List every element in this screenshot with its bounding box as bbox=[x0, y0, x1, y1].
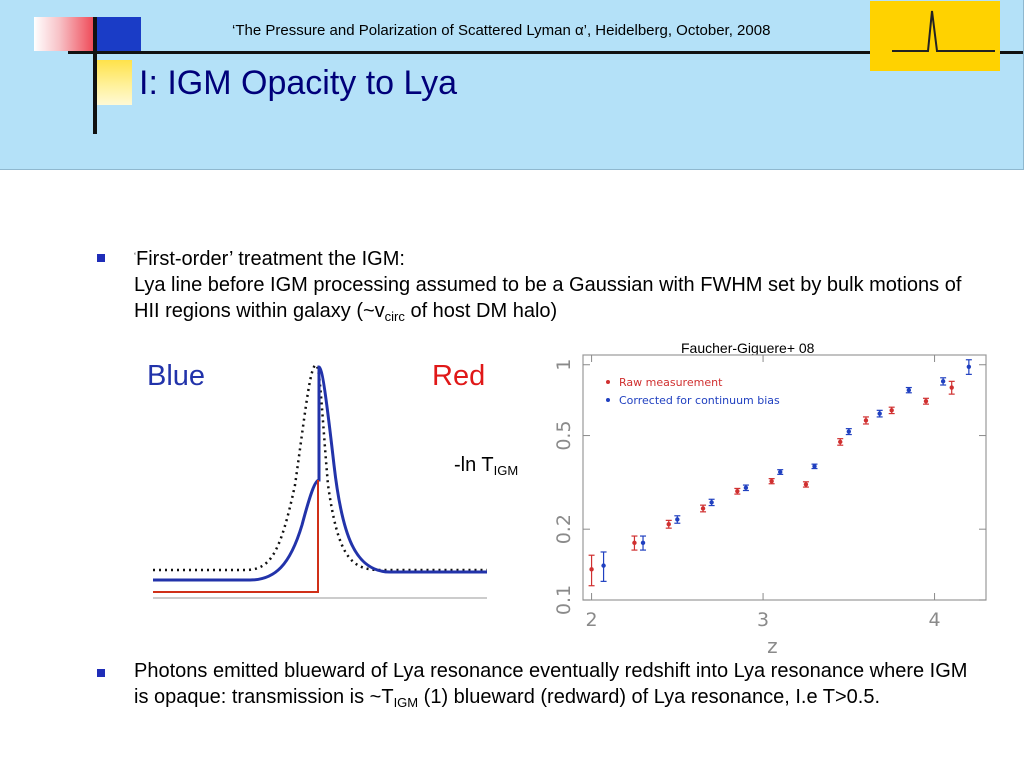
bullet-1-body-sub: circ bbox=[384, 309, 405, 324]
label-blue: Blue bbox=[147, 360, 206, 392]
bullet-1-body-a: Lya line before IGM processing assumed t… bbox=[134, 274, 962, 322]
lyman-alpha-line-icon bbox=[892, 10, 995, 52]
bullet-2-body-b: (1) blueward (redward) of Lya resonance,… bbox=[418, 686, 881, 708]
data-point bbox=[743, 485, 749, 490]
conference-title: ‘The Pressure and Polarization of Scatte… bbox=[232, 22, 771, 39]
y-tick-label: 0.2 bbox=[553, 514, 575, 544]
data-point bbox=[846, 429, 852, 434]
tigm-vs-z-chart: 2 3 4 0.1 0.2 0.5 1 z Raw measurement Corrected f… bbox=[553, 354, 987, 658]
bullet-1-heading: ‘First-order’ treatment the IGM: bbox=[134, 243, 405, 272]
data-point bbox=[769, 478, 774, 484]
data-point bbox=[632, 540, 637, 546]
x-axis-label: z bbox=[767, 634, 778, 658]
y-tick-label: 0.1 bbox=[553, 585, 575, 615]
decor-blue-block bbox=[97, 17, 141, 51]
quote-mark: ‘ bbox=[134, 251, 136, 261]
bullet-1-body: Lya line before IGM processing assumed t… bbox=[134, 272, 984, 324]
data-point bbox=[675, 517, 680, 522]
annotation-prefix: -ln T bbox=[454, 454, 494, 476]
intrinsic-profile-dotted bbox=[153, 363, 487, 572]
decor-yellow-block bbox=[95, 60, 132, 105]
data-point bbox=[709, 500, 714, 505]
data-point bbox=[949, 385, 954, 390]
bullet-1-body-b: of host DM halo) bbox=[404, 300, 558, 322]
chart-credit: Faucher-Giguere+ 08 bbox=[681, 340, 815, 356]
y-tick-label: 0.5 bbox=[553, 420, 575, 450]
data-point bbox=[700, 506, 706, 511]
bullet-1-heading-text: First-order’ treatment the IGM: bbox=[136, 248, 405, 270]
transmitted-profile-blue bbox=[153, 365, 487, 582]
bullet-marker bbox=[97, 669, 105, 677]
decor-red-block bbox=[34, 17, 98, 51]
legend-marker bbox=[606, 398, 610, 402]
data-point bbox=[889, 408, 894, 413]
legend-label: Raw measurement bbox=[619, 376, 723, 389]
x-tick-label: 2 bbox=[586, 609, 598, 631]
legend-marker bbox=[606, 380, 610, 384]
y-axis-annotation: -ln TIGM bbox=[454, 454, 518, 477]
data-point bbox=[923, 398, 929, 404]
bullet-2-body-a: Photons emitted blueward of Lya resonanc… bbox=[134, 660, 968, 708]
legend-label: Corrected for continuum bias bbox=[619, 394, 780, 407]
bullet-marker bbox=[97, 254, 105, 262]
line-profile-figure bbox=[153, 363, 487, 599]
decor-horizontal-line bbox=[68, 51, 1023, 54]
transmitted-profile-red bbox=[153, 480, 319, 593]
data-point bbox=[940, 379, 946, 384]
header-band: ‘The Pressure and Polarization of Scatte… bbox=[0, 0, 1024, 170]
y-tick-label: 1 bbox=[553, 359, 575, 371]
data-point bbox=[589, 567, 594, 572]
annotation-sub: IGM bbox=[493, 463, 519, 478]
label-red: Red bbox=[432, 360, 486, 392]
bullet-2-body: Photons emitted blueward of Lya resonanc… bbox=[134, 658, 984, 710]
data-point bbox=[666, 521, 671, 527]
decor-vertical-line bbox=[93, 17, 97, 134]
data-point bbox=[877, 411, 882, 416]
data-point bbox=[778, 469, 783, 475]
data-point bbox=[640, 540, 646, 546]
data-point bbox=[838, 439, 843, 445]
slide-title: I: IGM Opacity to Lya bbox=[139, 64, 458, 102]
data-point bbox=[906, 387, 912, 393]
data-point bbox=[966, 364, 972, 370]
plot-frame bbox=[582, 354, 987, 601]
bullet-2-body-sub: IGM bbox=[393, 695, 419, 710]
data-point bbox=[735, 489, 740, 494]
x-tick-label: 4 bbox=[929, 609, 941, 631]
data-point bbox=[601, 563, 606, 568]
x-tick-label: 3 bbox=[757, 609, 769, 631]
data-point bbox=[803, 482, 809, 487]
data-point bbox=[812, 464, 817, 469]
data-point bbox=[863, 418, 869, 423]
lyman-alpha-logo bbox=[870, 1, 1000, 71]
